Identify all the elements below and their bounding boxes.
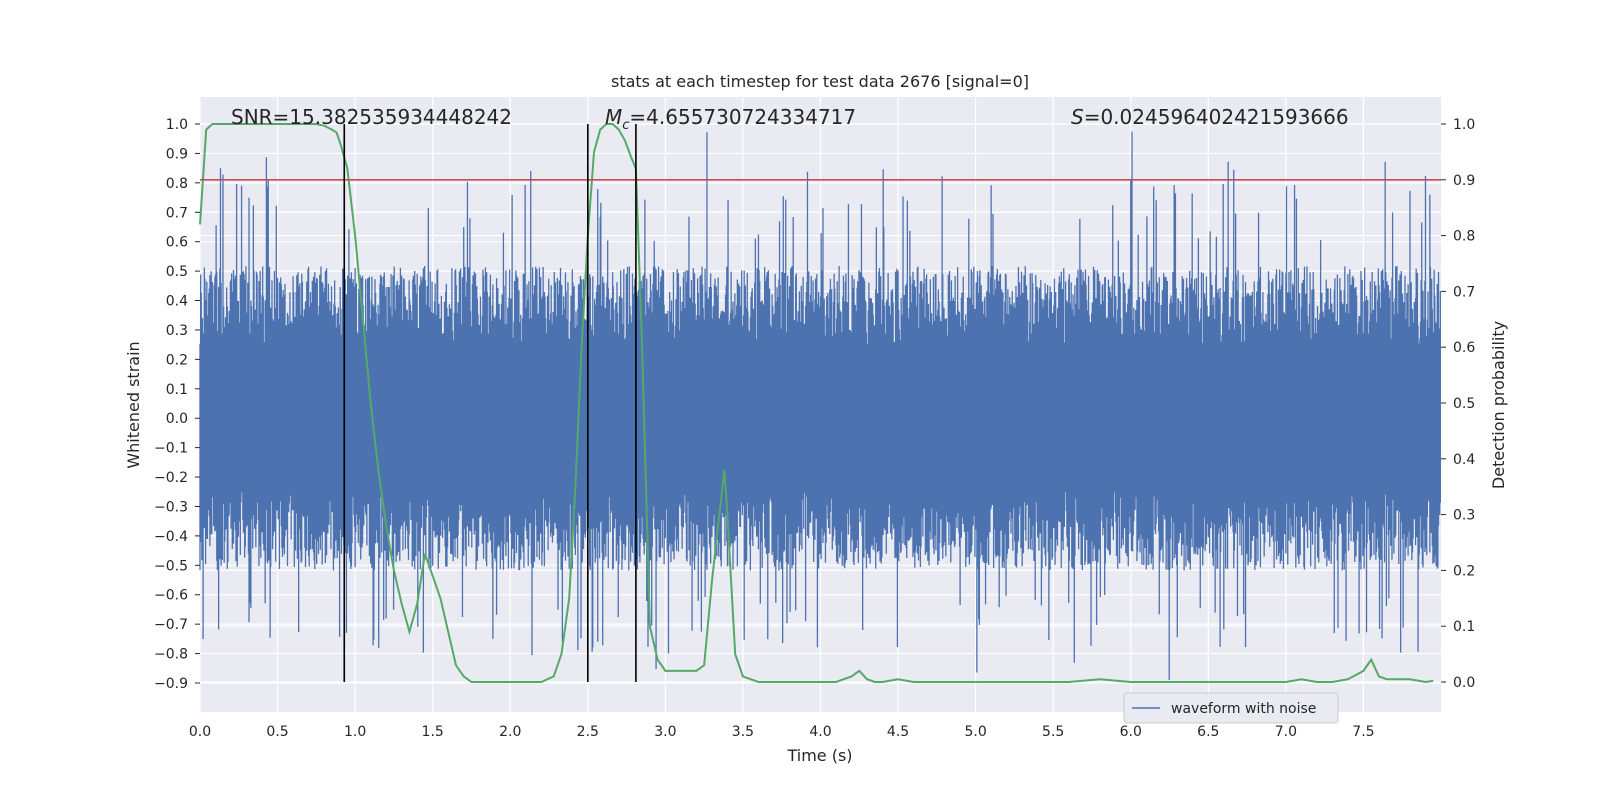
chirp-mass-annotation: Mc=4.655730724334717 bbox=[605, 105, 856, 133]
detection-probability-series bbox=[199, 123, 1434, 684]
x-tick-label: 5.0 bbox=[964, 724, 986, 740]
left-tick-label: 0.0 bbox=[166, 411, 188, 427]
left-tick-label: −0.3 bbox=[154, 499, 188, 515]
x-axis-ticks: 0.0 0.5 1.0 1.5 2.0 2.5 3.0 3.5 4.0 4.5 5.0 5.5 6.0 6… bbox=[189, 724, 1375, 740]
right-tick-label: 0.9 bbox=[1453, 173, 1475, 189]
x-tick-label: 5.5 bbox=[1042, 724, 1064, 740]
left-axis-ticks: 1.0 0.9 0.8 0.7 0.6 0.5 0.4 0.3 0.2 0.1 0.0 −0.1 −0.… bbox=[154, 117, 200, 692]
vertical-marker-lines bbox=[343, 124, 637, 682]
s-symbol: S bbox=[1071, 105, 1084, 129]
left-tick-label: 0.3 bbox=[166, 323, 188, 339]
left-tick-label: 0.5 bbox=[166, 264, 188, 280]
left-y-axis-label: Whitened strain bbox=[124, 341, 143, 468]
right-y-axis-label: Detection probability bbox=[1489, 321, 1508, 489]
x-tick-label: 3.5 bbox=[732, 724, 754, 740]
x-tick-label: 1.5 bbox=[422, 724, 444, 740]
x-axis-label: Time (s) bbox=[786, 746, 852, 765]
x-tick-label: 6.0 bbox=[1120, 724, 1142, 740]
x-tick-label: 2.5 bbox=[577, 724, 599, 740]
left-tick-label: −0.5 bbox=[154, 558, 188, 574]
x-tick-label: 2.0 bbox=[499, 724, 521, 740]
chart-title: stats at each timestep for test data 267… bbox=[611, 72, 1029, 91]
left-tick-label: −0.2 bbox=[154, 470, 188, 486]
chirp-mass-subscript: c bbox=[622, 118, 629, 133]
left-tick-label: −0.7 bbox=[154, 617, 188, 633]
x-tick-label: 4.5 bbox=[887, 724, 909, 740]
right-tick-label: 0.0 bbox=[1453, 675, 1475, 691]
x-tick-label: 6.5 bbox=[1197, 724, 1219, 740]
x-tick-label: 1.0 bbox=[344, 724, 366, 740]
x-tick-label: 4.0 bbox=[809, 724, 831, 740]
chirp-mass-symbol: M bbox=[605, 105, 622, 129]
right-tick-label: 1.0 bbox=[1453, 117, 1475, 133]
right-tick-label: 0.5 bbox=[1453, 396, 1475, 412]
s-annotation: S=0.024596402421593666 bbox=[1071, 105, 1349, 129]
left-tick-label: −0.8 bbox=[154, 647, 188, 663]
left-tick-label: −0.1 bbox=[154, 441, 188, 457]
right-axis-ticks: 1.0 0.9 0.8 0.7 0.6 0.5 0.4 0.3 0.2 0.1 0.0 bbox=[1441, 117, 1475, 691]
waveform-trace bbox=[199, 131, 1442, 680]
left-tick-label: 0.8 bbox=[166, 176, 188, 192]
left-tick-label: −0.4 bbox=[154, 529, 188, 545]
legend: waveform with noise bbox=[1123, 692, 1339, 724]
detection-probability-line bbox=[199, 123, 1434, 684]
s-value: =0.024596402421593666 bbox=[1084, 105, 1349, 129]
snr-annotation: SNR=15.382535934448242 bbox=[231, 105, 512, 129]
left-tick-label: 0.1 bbox=[166, 382, 188, 398]
right-tick-label: 0.8 bbox=[1453, 229, 1475, 245]
right-tick-label: 0.3 bbox=[1453, 508, 1475, 524]
right-tick-label: 0.4 bbox=[1453, 452, 1475, 468]
right-tick-label: 0.2 bbox=[1453, 563, 1475, 579]
right-tick-label: 0.6 bbox=[1453, 340, 1475, 356]
left-tick-label: 0.9 bbox=[166, 146, 188, 162]
left-tick-label: 1.0 bbox=[166, 117, 188, 133]
legend-box bbox=[1123, 692, 1339, 724]
left-tick-label: 0.4 bbox=[166, 294, 188, 310]
x-tick-label: 7.5 bbox=[1352, 724, 1374, 740]
right-tick-label: 0.1 bbox=[1453, 619, 1475, 635]
left-tick-label: 0.6 bbox=[166, 235, 188, 251]
x-tick-label: 0.5 bbox=[266, 724, 288, 740]
chirp-mass-value: =4.655730724334717 bbox=[629, 105, 856, 129]
x-tick-label: 7.0 bbox=[1275, 724, 1297, 740]
left-tick-label: 0.7 bbox=[166, 205, 188, 221]
legend-label-waveform: waveform with noise bbox=[1171, 701, 1316, 717]
waveform-with-noise-series bbox=[199, 131, 1442, 680]
x-tick-label: 0.0 bbox=[189, 724, 211, 740]
left-tick-label: 0.2 bbox=[166, 352, 188, 368]
left-tick-label: −0.9 bbox=[154, 676, 188, 692]
left-tick-label: −0.6 bbox=[154, 588, 188, 604]
right-tick-label: 0.7 bbox=[1453, 284, 1475, 300]
x-tick-label: 3.0 bbox=[654, 724, 676, 740]
